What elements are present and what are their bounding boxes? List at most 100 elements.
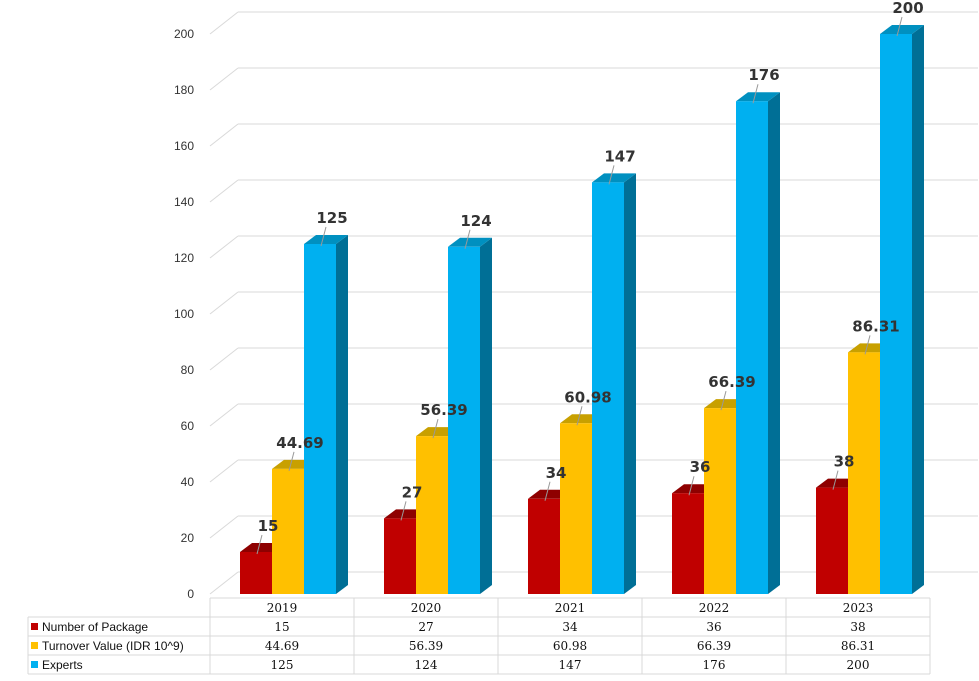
bar-number-of-package-2019-leader <box>256 534 263 555</box>
table-cell-2-2022: 176 <box>703 658 726 672</box>
data-label-turnover-value-idr-10-9--2019: 44.69 <box>276 434 323 452</box>
bar-experts-2022-top <box>736 92 780 102</box>
bar-number-of-package-2023-leader <box>832 470 839 490</box>
bar-turnover-value-idr-10-9--2022-leader <box>720 390 727 411</box>
y-tick-label-140: 140 <box>174 195 194 209</box>
bar-number-of-package-2019 <box>240 552 272 594</box>
y-tick-label-160: 160 <box>174 139 194 153</box>
bar-number-of-package-2022 <box>672 493 704 594</box>
bar-number-of-package-2020-leader <box>400 501 407 521</box>
y-tick-label-0: 0 <box>187 587 194 601</box>
data-label-experts-2023: 200 <box>892 0 923 17</box>
data-label-turnover-value-idr-10-9--2023: 86.31 <box>852 317 899 335</box>
table-cell-2-2023: 200 <box>847 658 870 672</box>
bar-experts-2020-side <box>480 237 492 595</box>
y-tick-label-20: 20 <box>181 531 195 545</box>
legend-label-0: Number of Package <box>42 620 148 634</box>
table-cell-0-2021: 34 <box>562 620 578 634</box>
gridline-depth-100 <box>209 291 239 315</box>
table-cell-0-2019: 15 <box>274 620 289 634</box>
bar-turnover-value-idr-10-9--2020-leader <box>432 418 439 439</box>
gridline-depth-160 <box>209 123 239 147</box>
bar-experts-2021-leader <box>608 165 615 185</box>
data-label-experts-2020: 124 <box>460 212 491 230</box>
bar-turnover-value-idr-10-9--2020 <box>416 436 448 594</box>
bar-experts-2022 <box>736 101 768 594</box>
data-label-number-of-package-2023: 38 <box>834 453 855 471</box>
data-label-experts-2021: 147 <box>604 147 635 165</box>
bar-experts-2021 <box>592 182 624 594</box>
x-tick-label-2022: 2022 <box>699 601 730 615</box>
table-cell-1-2023: 86.31 <box>841 639 875 653</box>
bar-experts-2021-side <box>624 173 636 594</box>
gridline-depth-20 <box>209 515 239 539</box>
x-tick-label-2019: 2019 <box>267 601 298 615</box>
bar-experts-2021-top <box>592 173 636 183</box>
y-tick-label-200: 200 <box>174 27 194 41</box>
bar-experts-2022-leader <box>752 84 759 104</box>
bar-experts-2023-leader <box>896 16 903 37</box>
data-labels-layer: 15 27 34 36 38 44.69 56.39 60.98 66.39 86.31 125 12… <box>256 0 924 555</box>
gridline-depth-0 <box>209 571 239 595</box>
bar-experts-2019-top <box>304 235 348 244</box>
table-cell-1-2022: 66.39 <box>697 639 731 653</box>
gridline-depth-60 <box>209 403 239 427</box>
data-label-number-of-package-2022: 36 <box>690 458 711 476</box>
bar-experts-2020 <box>448 246 480 595</box>
gridline-depth-80 <box>209 347 239 371</box>
data-label-experts-2022: 176 <box>748 66 779 84</box>
y-tick-label-60: 60 <box>181 419 195 433</box>
table-cell-0-2020: 27 <box>418 620 433 634</box>
bar-turnover-value-idr-10-9--2021 <box>560 423 592 594</box>
bar-experts-2023 <box>880 34 912 594</box>
data-label-experts-2019: 125 <box>316 209 347 227</box>
bar-experts-2019 <box>304 244 336 594</box>
x-tick-label-2021: 2021 <box>555 601 586 615</box>
y-tick-label-40: 40 <box>181 475 195 489</box>
gridline-depth-180 <box>209 67 239 91</box>
bars-layer <box>240 25 924 595</box>
bar-experts-2023-top <box>880 25 924 34</box>
bar-experts-2020-leader <box>464 229 471 249</box>
y-tick-label-80: 80 <box>181 363 195 377</box>
y-tick-label-100: 100 <box>174 307 194 321</box>
bar-turnover-value-idr-10-9--2019 <box>272 468 304 594</box>
bar-turnover-value-idr-10-9--2023-leader <box>864 335 871 355</box>
gridline-depth-40 <box>209 459 239 483</box>
table-cell-2-2021: 147 <box>559 658 582 672</box>
bar-experts-2019-leader <box>320 226 327 247</box>
bar-number-of-package-2022-leader <box>688 476 695 496</box>
data-table: 2019 2020 2021 2022 2023 Number of Package 15 2… <box>27 597 931 675</box>
y-tick-label-120: 120 <box>174 251 194 265</box>
legend-label-2: Experts <box>42 658 83 672</box>
bar-turnover-value-idr-10-9--2021-leader <box>576 406 583 426</box>
data-label-number-of-package-2021: 34 <box>546 464 567 482</box>
bar-experts-2020-top <box>448 237 492 247</box>
bar-turnover-value-idr-10-9--2023 <box>848 352 880 594</box>
bar-number-of-package-2021 <box>528 498 560 594</box>
bar-experts-2023-side <box>912 25 924 594</box>
x-tick-label-2023: 2023 <box>843 601 874 615</box>
gridline-depth-140 <box>209 179 239 203</box>
legend-label-1: Turnover Value (IDR 10^9) <box>42 639 184 653</box>
data-label-turnover-value-idr-10-9--2022: 66.39 <box>708 373 755 391</box>
data-label-turnover-value-idr-10-9--2021: 60.98 <box>564 388 611 406</box>
table-cell-0-2022: 36 <box>706 620 721 634</box>
bar-turnover-value-idr-10-9--2022 <box>704 408 736 594</box>
bar-experts-2022-side <box>768 92 780 594</box>
legend-swatch-2 <box>31 661 38 668</box>
bar-number-of-package-2023 <box>816 487 848 594</box>
gridline-depth-120 <box>209 235 239 259</box>
bar-number-of-package-2021-leader <box>544 481 551 501</box>
y-axis-ticks: 0 20 40 60 80 100 120 140 160 180 200 <box>174 27 194 601</box>
data-label-turnover-value-idr-10-9--2020: 56.39 <box>420 401 467 419</box>
table-cell-1-2021: 60.98 <box>553 639 587 653</box>
y-tick-label-180: 180 <box>174 83 194 97</box>
data-label-number-of-package-2019: 15 <box>258 517 279 535</box>
legend-swatch-0 <box>31 623 38 630</box>
table-cell-1-2020: 56.39 <box>409 639 443 653</box>
table-cell-1-2019: 44.69 <box>265 639 299 653</box>
data-label-number-of-package-2020: 27 <box>402 483 423 501</box>
